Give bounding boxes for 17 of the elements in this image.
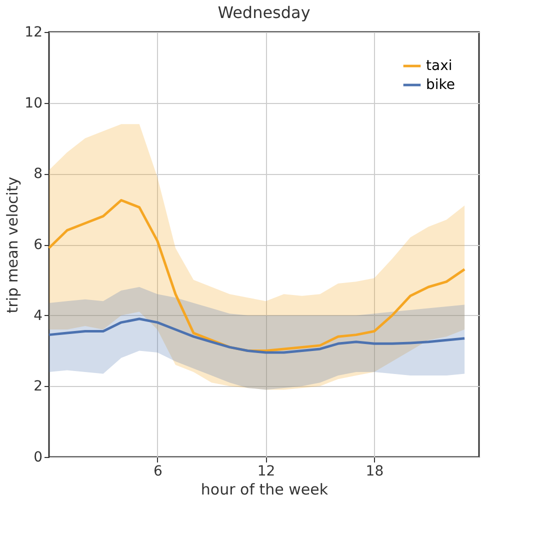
y-axis-title: trip mean velocity bbox=[4, 176, 22, 314]
y-tick-label: 8 bbox=[34, 166, 42, 182]
x-tick-label: 12 bbox=[257, 464, 276, 480]
y-tick-label: 0 bbox=[34, 450, 42, 466]
x-axis-title: hour of the week bbox=[200, 480, 328, 498]
y-tick-label: 4 bbox=[34, 308, 43, 324]
legend-label: taxi bbox=[426, 58, 452, 74]
y-tick-label: 2 bbox=[34, 378, 42, 395]
line-series bbox=[48, 318, 466, 354]
y-tick-label: 10 bbox=[24, 95, 42, 112]
legend-label: bike bbox=[426, 77, 455, 93]
x-tick-label: 6 bbox=[153, 464, 162, 480]
y-tick-label: 12 bbox=[24, 24, 42, 40]
y-tick-label: 6 bbox=[34, 237, 43, 253]
chart-title: Wednesday bbox=[218, 3, 310, 22]
x-tick-label: 18 bbox=[366, 464, 384, 480]
line-series bbox=[48, 198, 466, 352]
